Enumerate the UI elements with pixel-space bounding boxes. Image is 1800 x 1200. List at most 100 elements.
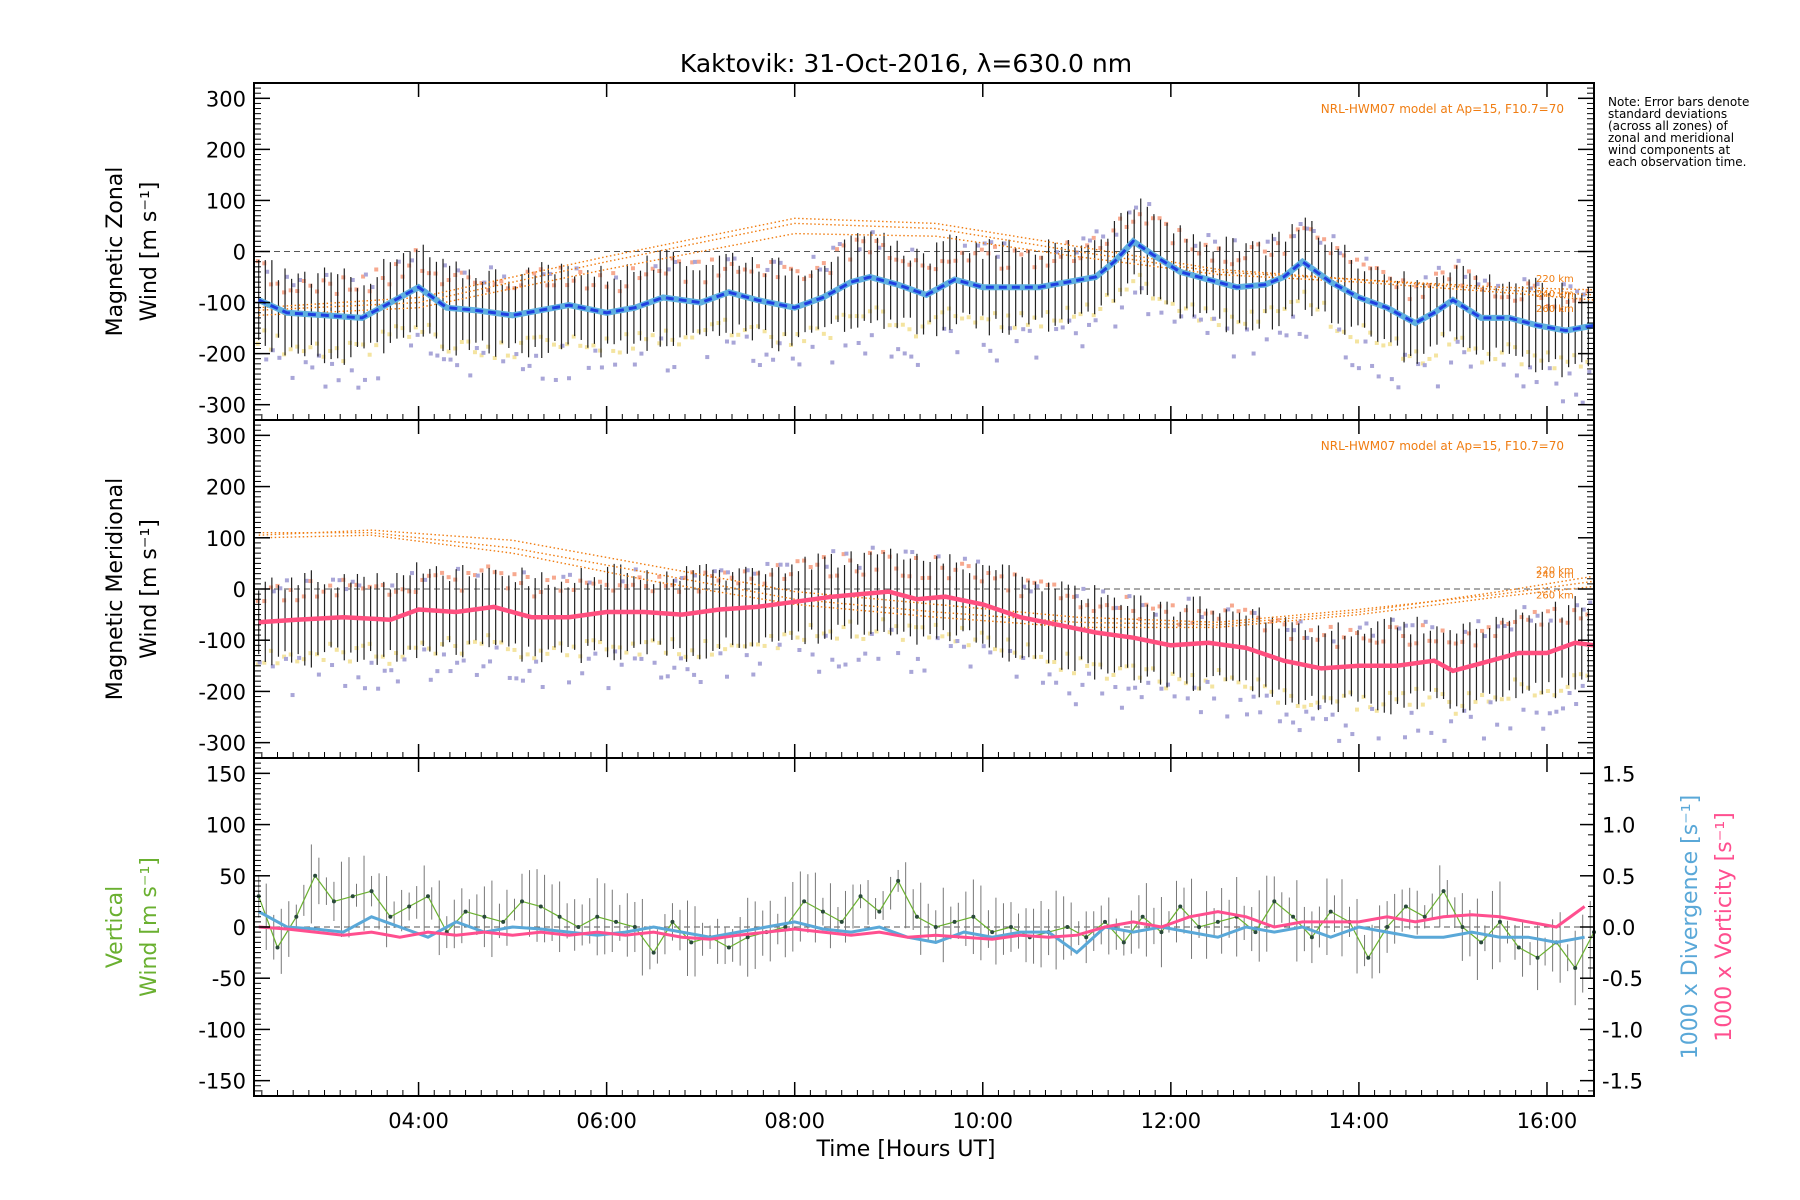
scatter-point — [278, 586, 283, 591]
scatter-point — [999, 266, 1004, 271]
scatter-point — [520, 678, 525, 683]
scatter-point — [869, 333, 874, 338]
scatter-point — [679, 576, 684, 581]
scatter-point — [1073, 331, 1078, 336]
scatter-point — [367, 289, 372, 294]
scatter-point — [288, 652, 293, 657]
scatter-point — [505, 647, 510, 652]
scatter-point — [334, 593, 339, 598]
scatter-point — [772, 259, 777, 264]
scatter-point — [764, 352, 769, 357]
scatter-point — [1104, 603, 1109, 608]
scatter-point — [1014, 674, 1019, 679]
scatter-point — [459, 339, 464, 344]
scatter-point — [900, 573, 905, 578]
scatter-point — [456, 268, 461, 273]
scatter-point — [1203, 242, 1208, 247]
scatter-point — [321, 354, 326, 359]
scatter-point — [843, 343, 848, 348]
scatter-point — [736, 581, 741, 586]
scatter-point — [374, 584, 379, 589]
scatter-point — [1124, 664, 1129, 669]
scatter-point — [821, 555, 826, 560]
scatter-point — [565, 579, 570, 584]
scatter-point — [1328, 251, 1333, 256]
scatter-point — [889, 627, 894, 632]
x-tick-label: 10:00 — [953, 1109, 1014, 1133]
scatter-point — [1140, 603, 1145, 608]
scatter-point — [433, 271, 438, 276]
scatter-point — [1025, 642, 1030, 647]
vertical-wind-point — [369, 889, 374, 894]
scatter-point — [1295, 621, 1300, 626]
scatter-point — [428, 677, 433, 682]
scatter-point — [670, 337, 675, 342]
scatter-point — [1119, 305, 1124, 310]
scatter-point — [282, 290, 287, 295]
scatter-point — [604, 284, 609, 289]
scatter-point — [633, 567, 638, 572]
scatter-point — [1545, 303, 1550, 308]
scatter-point — [298, 277, 303, 282]
scatter-point — [874, 239, 879, 244]
scatter-point — [716, 643, 721, 648]
vertical-wind-point — [745, 935, 750, 940]
scatter-point — [867, 550, 872, 555]
scatter-point — [1513, 345, 1518, 350]
scatter-point — [1430, 625, 1435, 630]
scatter-point — [672, 365, 677, 370]
scatter-point — [433, 573, 438, 578]
scatter-point — [1262, 309, 1267, 314]
vertical-wind-point — [1479, 940, 1484, 945]
scatter-point — [1291, 314, 1296, 319]
scatter-point — [1223, 608, 1228, 613]
scatter-point — [644, 272, 649, 277]
vertical-wind-point — [350, 894, 355, 899]
scatter-point — [637, 652, 642, 657]
vertical-wind-point — [1065, 925, 1070, 929]
scatter-point — [673, 260, 678, 265]
scatter-point — [1561, 282, 1566, 287]
scatter-point — [920, 625, 925, 630]
scatter-point — [1440, 270, 1445, 275]
scatter-point — [591, 581, 596, 586]
scatter-point — [1229, 262, 1234, 267]
scatter-point — [1146, 680, 1151, 685]
scatter-point — [670, 637, 675, 642]
scatter-point — [637, 575, 642, 580]
scatter-point — [1565, 620, 1570, 625]
scatter-point — [1565, 300, 1570, 305]
scatter-point — [472, 639, 477, 644]
scatter-point — [1559, 307, 1564, 312]
scatter-point — [1587, 370, 1592, 375]
scatter-point — [927, 575, 932, 580]
scatter-point — [1137, 272, 1142, 277]
scatter-point — [1526, 617, 1531, 622]
scatter-point — [551, 646, 556, 651]
scatter-point — [459, 270, 464, 275]
scatter-point — [1067, 318, 1072, 323]
scatter-point — [1462, 708, 1467, 713]
scatter-point — [499, 340, 504, 345]
scatter-point — [1087, 322, 1092, 327]
scatter-point — [795, 635, 800, 640]
scatter-point — [611, 271, 616, 276]
scatter-point — [1574, 702, 1579, 707]
scatter-point — [1416, 728, 1421, 733]
scatter-point — [512, 572, 517, 577]
scatter-point — [1159, 310, 1164, 315]
scatter-point — [810, 344, 815, 349]
scatter-point — [1578, 616, 1583, 621]
scatter-point — [1225, 714, 1230, 719]
scatter-point — [778, 260, 783, 265]
scatter-point — [709, 652, 714, 657]
vertical-wind-point — [1441, 889, 1446, 894]
scatter-point — [1276, 309, 1281, 314]
scatter-point — [1506, 294, 1511, 299]
scatter-point — [815, 562, 820, 567]
scatter-point — [1568, 284, 1573, 289]
scatter-point — [1186, 596, 1191, 601]
scatter-point — [455, 660, 460, 665]
scatter-point — [624, 584, 629, 589]
scatter-point — [308, 651, 313, 656]
